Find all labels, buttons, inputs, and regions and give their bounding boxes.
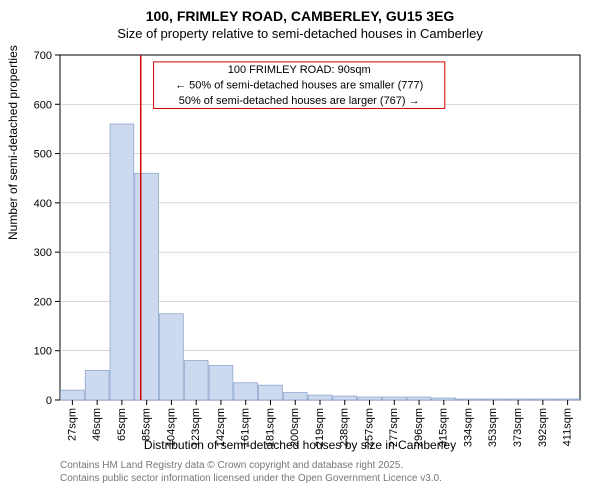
svg-text:181sqm: 181sqm — [264, 408, 276, 447]
bar — [382, 397, 406, 400]
bar — [283, 393, 307, 400]
bar — [457, 399, 481, 400]
svg-text:277sqm: 277sqm — [388, 408, 400, 447]
bar — [531, 399, 555, 400]
svg-text:700: 700 — [34, 50, 52, 62]
svg-text:85sqm: 85sqm — [141, 408, 153, 441]
svg-text:161sqm: 161sqm — [240, 408, 252, 447]
svg-text:219sqm: 219sqm — [314, 408, 326, 447]
svg-text:200sqm: 200sqm — [289, 408, 301, 447]
svg-text:411sqm: 411sqm — [562, 408, 574, 446]
annotation-line: ← 50% of semi-detached houses are smalle… — [175, 80, 423, 92]
svg-text:46sqm: 46sqm — [91, 408, 103, 441]
bar — [481, 399, 505, 400]
bar — [506, 399, 530, 400]
bar — [358, 397, 382, 400]
svg-text:257sqm: 257sqm — [363, 408, 375, 447]
svg-text:100: 100 — [34, 346, 52, 358]
svg-text:65sqm: 65sqm — [116, 408, 128, 441]
svg-text:373sqm: 373sqm — [512, 408, 524, 447]
bar — [556, 399, 580, 400]
histogram-chart: 0 100 200 300 400 500 600 700 27sqm 46sqm 65sqm 85s… — [0, 0, 600, 500]
bar — [432, 398, 456, 400]
svg-text:600: 600 — [34, 99, 52, 111]
svg-text:315sqm: 315sqm — [438, 408, 450, 447]
bar — [135, 173, 159, 400]
bar — [85, 370, 109, 400]
svg-text:27sqm: 27sqm — [66, 408, 78, 441]
svg-text:392sqm: 392sqm — [537, 408, 549, 447]
bar — [259, 385, 283, 400]
svg-text:238sqm: 238sqm — [339, 408, 351, 447]
svg-text:0: 0 — [46, 395, 52, 407]
bar — [61, 390, 85, 400]
bar — [160, 314, 184, 400]
svg-text:400: 400 — [34, 198, 52, 210]
bar — [407, 397, 431, 400]
svg-text:123sqm: 123sqm — [190, 408, 202, 447]
svg-text:500: 500 — [34, 149, 52, 161]
bar — [184, 361, 208, 400]
bar — [333, 396, 357, 400]
annotation-line: 100 FRIMLEY ROAD: 90sqm — [228, 64, 371, 76]
svg-text:142sqm: 142sqm — [215, 408, 227, 447]
bar — [209, 366, 233, 401]
annotation-line: 50% of semi-detached houses are larger (… — [179, 95, 420, 107]
svg-text:104sqm: 104sqm — [165, 408, 177, 447]
svg-text:300: 300 — [34, 247, 52, 259]
svg-text:334sqm: 334sqm — [462, 408, 474, 447]
bar — [234, 383, 258, 400]
svg-text:296sqm: 296sqm — [413, 408, 425, 447]
bar — [308, 395, 332, 400]
svg-text:200: 200 — [34, 296, 52, 308]
bar — [110, 124, 134, 400]
svg-text:353sqm: 353sqm — [487, 408, 499, 447]
